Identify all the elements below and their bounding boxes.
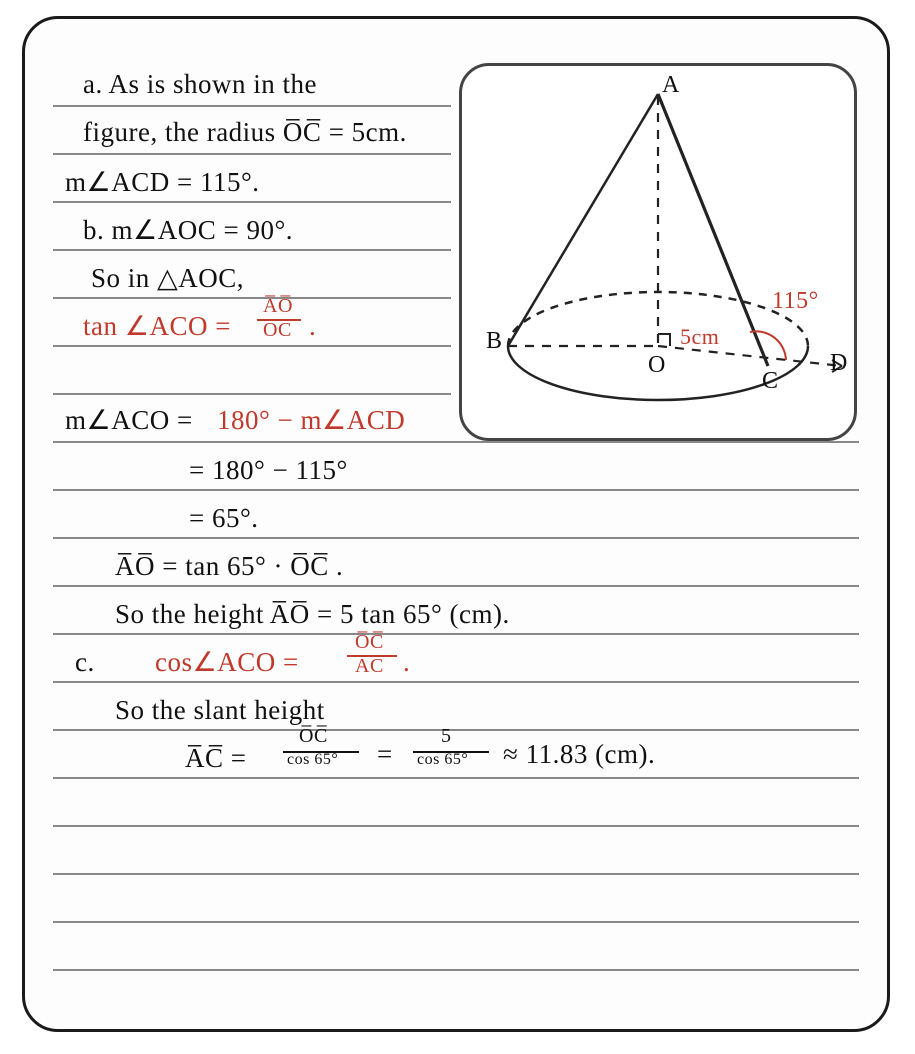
rule-line xyxy=(53,873,859,875)
text-line: = 180° − 115° xyxy=(189,455,348,486)
fraction-den: cos 65° xyxy=(287,751,338,769)
fraction-den: O̅C̅ xyxy=(263,319,292,342)
rule-line xyxy=(53,393,451,395)
cone-svg xyxy=(462,66,854,438)
rule-line xyxy=(53,537,859,539)
figure-label-d: D xyxy=(830,350,848,377)
text-line: . xyxy=(403,647,410,678)
rule-line xyxy=(53,489,859,491)
rule-line xyxy=(53,777,859,779)
text-line: m∠ACO = xyxy=(65,405,193,436)
fraction-den: A̅C̅ xyxy=(355,655,384,678)
rule-line xyxy=(53,297,451,299)
figure-label-b: B xyxy=(486,328,503,355)
text-line: cos∠ACO = xyxy=(155,647,299,678)
text-line: So in △AOC, xyxy=(91,263,244,294)
text-line: A̅O̅ = tan 65° · O̅C̅ . xyxy=(115,551,343,582)
text-line: So the slant height xyxy=(115,695,325,726)
rule-line xyxy=(53,825,859,827)
rule-line xyxy=(53,729,859,731)
text-line: ≈ 11.83 (cm). xyxy=(503,739,655,770)
rule-line xyxy=(53,441,859,443)
text-line: A̅C̅ = xyxy=(185,743,246,774)
text-line: m∠ACD = 115°. xyxy=(65,167,260,198)
text-line: = xyxy=(377,739,393,770)
rule-line xyxy=(53,633,859,635)
fraction-num: 5 xyxy=(441,725,452,748)
fraction-num: O̅C̅ xyxy=(299,725,328,748)
worksheet-sheet: a. As is shown in the figure, the radius… xyxy=(22,16,890,1032)
rule-line xyxy=(53,201,451,203)
figure-label-angle: 115° xyxy=(772,288,819,315)
rule-line xyxy=(53,345,451,347)
fraction-num: A̅O̅ xyxy=(263,295,293,318)
text-line: tan ∠ACO = xyxy=(83,311,231,342)
text-line: figure, the radius O̅C̅ = 5cm. xyxy=(83,117,407,148)
fraction-den: cos 65° xyxy=(417,751,468,769)
text-line: So the height A̅O̅ = 5 tan 65° (cm). xyxy=(115,599,510,630)
text-line: a. As is shown in the xyxy=(83,69,317,100)
text-line: 180° − m∠ACD xyxy=(217,405,405,436)
rule-line xyxy=(53,153,451,155)
fraction-num: O̅C̅ xyxy=(355,631,384,654)
cone-figure: A B O C D 5cm 115° xyxy=(459,63,857,441)
text-line: c. xyxy=(75,647,95,678)
rule-line xyxy=(53,105,451,107)
rule-line xyxy=(53,921,859,923)
figure-label-o: O xyxy=(648,352,666,379)
figure-label-c: C xyxy=(762,368,779,395)
rule-line xyxy=(53,681,859,683)
text-line: . xyxy=(309,311,316,342)
text-line: = 65°. xyxy=(189,503,259,534)
rule-line xyxy=(53,249,451,251)
figure-label-radius: 5cm xyxy=(680,324,719,350)
rule-line xyxy=(53,969,859,971)
rule-line xyxy=(53,585,859,587)
figure-label-a: A xyxy=(662,72,680,99)
text-line: b. m∠AOC = 90°. xyxy=(83,215,293,246)
